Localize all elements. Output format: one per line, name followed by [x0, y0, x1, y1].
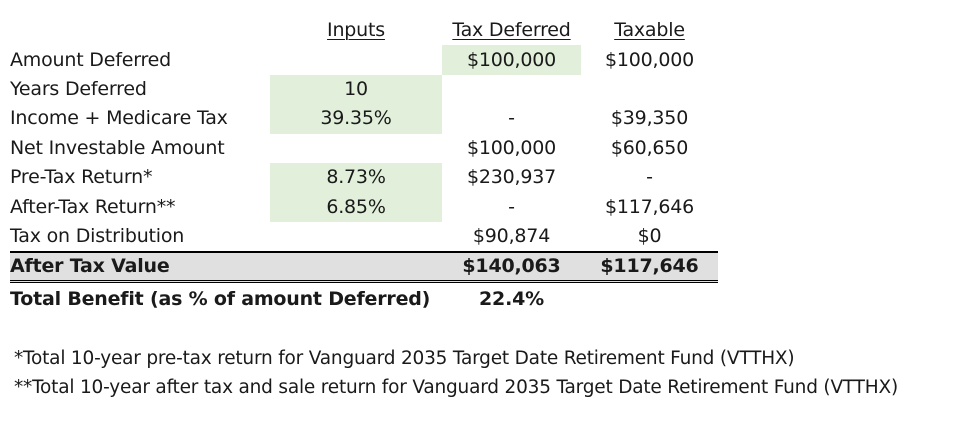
after-tax-taxable-value: $117,646 [581, 251, 718, 284]
row-label: After-Tax Return** [10, 195, 176, 218]
row-label: Years Deferred [10, 77, 147, 100]
tax-deferred-cell [442, 75, 581, 104]
footnote-after-tax: **Total 10-year after tax and sale retur… [14, 377, 898, 398]
row-label: Tax on Distribution [10, 224, 185, 247]
footnotes: *Total 10-year pre-tax return for Vangua… [14, 344, 898, 402]
input-cell [270, 134, 442, 163]
input-cell[interactable]: 10 [270, 74, 442, 105]
input-cell [270, 222, 442, 252]
taxable-cell: $117,646 [604, 195, 695, 218]
header-inputs: Inputs [327, 19, 385, 42]
header-tax-deferred: Tax Deferred [452, 19, 571, 42]
row-tax-on-distribution: Tax on Distribution $90,874 $0 [10, 222, 718, 252]
after-tax-label: After Tax Value [10, 251, 270, 284]
tax-deferred-cell: $230,937 [466, 166, 557, 189]
row-after-tax-return: After-Tax Return** 6.85% - $117,646 [10, 192, 718, 222]
row-income-medicare-tax: Income + Medicare Tax 39.35% - $39,350 [10, 104, 718, 134]
tax-deferred-cell: $90,874 [472, 224, 551, 247]
tax-deferred-cell: $100,000 [466, 136, 557, 159]
header-blank-cell [10, 16, 270, 45]
row-label: Amount Deferred [10, 48, 172, 71]
row-amount-deferred: Amount Deferred $100,000 $100,000 [10, 45, 718, 75]
row-label: Net Investable Amount [10, 136, 225, 159]
row-total-benefit: Total Benefit (as % of amount Deferred) … [10, 282, 718, 316]
taxable-cell: - [646, 166, 653, 189]
taxable-cell: $0 [637, 224, 662, 247]
input-cell[interactable]: 8.73% [270, 162, 442, 193]
header-taxable: Taxable [614, 19, 685, 42]
tax-deferred-cell: - [508, 107, 515, 130]
tax-deferred-cell: - [508, 195, 515, 218]
row-pre-tax-return: Pre-Tax Return* 8.73% $230,937 - [10, 162, 718, 193]
header-row: Inputs Tax Deferred Taxable [10, 16, 718, 45]
row-label: Income + Medicare Tax [10, 107, 228, 130]
row-label: Pre-Tax Return* [10, 166, 153, 189]
taxable-cell [581, 75, 718, 104]
input-cell[interactable] [270, 45, 442, 74]
footnote-pre-tax: *Total 10-year pre-tax return for Vangua… [14, 348, 795, 369]
row-net-investable-amount: Net Investable Amount $100,000 $60,650 [10, 134, 718, 163]
total-benefit-blank [581, 282, 718, 316]
after-tax-input-blank [270, 251, 442, 284]
tax-deferred-cell[interactable]: $100,000 [442, 45, 581, 75]
input-cell[interactable]: 6.85% [270, 192, 442, 222]
deferral-comparison-table: Inputs Tax Deferred Taxable Amount Defer… [10, 16, 718, 315]
input-cell[interactable]: 39.35% [270, 104, 442, 134]
total-benefit-label: Total Benefit (as % of amount Deferred) [10, 287, 431, 310]
after-tax-deferred-value: $140,063 [442, 251, 581, 284]
row-after-tax-value: After Tax Value $140,063 $117,646 [10, 251, 718, 284]
taxable-cell: $39,350 [610, 107, 689, 130]
taxable-cell: $60,650 [610, 136, 689, 159]
total-benefit-value: 22.4% [479, 287, 544, 310]
row-years-deferred: Years Deferred 10 [10, 74, 718, 105]
taxable-cell: $100,000 [604, 48, 695, 71]
